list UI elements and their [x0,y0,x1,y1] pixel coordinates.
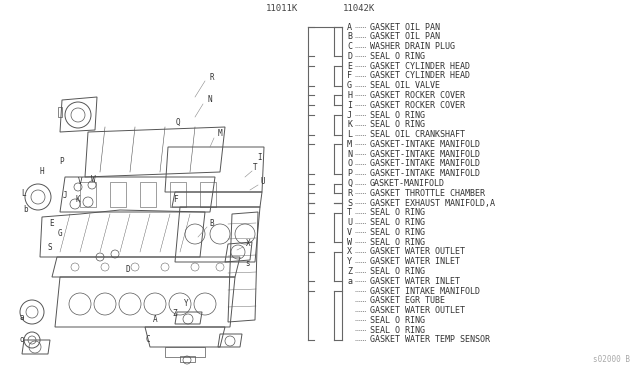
Text: Q: Q [347,179,352,188]
Text: SEAL OIL VALVE: SEAL OIL VALVE [370,81,440,90]
Text: X: X [347,247,352,256]
Text: SEAL O RING: SEAL O RING [370,52,425,61]
Text: SEAL O RING: SEAL O RING [370,208,425,217]
Text: L: L [22,189,26,199]
Text: GASKET WATER OUTLET: GASKET WATER OUTLET [370,247,465,256]
Text: M: M [218,129,222,138]
Text: SEAL O RING: SEAL O RING [370,267,425,276]
Text: b: b [24,205,28,215]
Text: W: W [91,176,95,185]
Text: SEAL O RING: SEAL O RING [370,120,425,129]
Text: P: P [347,169,352,178]
Text: Z: Z [347,267,352,276]
Text: 11042K: 11042K [343,4,375,13]
Text: GASKET WATER OUTLET: GASKET WATER OUTLET [370,306,465,315]
Text: GASKET CYLINDER HEAD: GASKET CYLINDER HEAD [370,62,470,71]
Text: SEAL O RING: SEAL O RING [370,238,425,247]
Text: B: B [210,219,214,228]
Text: GASKET-INTAKE MANIFOLD: GASKET-INTAKE MANIFOLD [370,160,480,169]
Text: X: X [246,240,250,248]
Text: U: U [347,218,352,227]
Text: a: a [347,277,352,286]
Text: a: a [20,312,24,321]
Text: V: V [347,228,352,237]
Text: s02000 B: s02000 B [593,355,630,364]
Text: T: T [253,163,257,171]
Text: B: B [347,32,352,41]
Text: C: C [146,336,150,344]
Text: Y: Y [184,299,188,308]
Text: SEAL O RING: SEAL O RING [370,326,425,335]
Text: GASKET WATER TEMP SENSOR: GASKET WATER TEMP SENSOR [370,336,490,344]
Text: I: I [258,153,262,161]
Text: R: R [347,189,352,198]
Text: E: E [347,62,352,71]
Text: F: F [347,71,352,80]
Text: GASKET WATER INLET: GASKET WATER INLET [370,257,460,266]
Text: A: A [153,315,157,324]
Text: GASKET ROCKER COVER: GASKET ROCKER COVER [370,101,465,110]
Text: G: G [58,230,62,238]
Text: S: S [347,199,352,208]
Text: P: P [60,157,64,167]
Text: V: V [77,177,83,186]
Text: GASKET EGR TUBE: GASKET EGR TUBE [370,296,445,305]
Text: G: G [347,81,352,90]
Text: SEAL O RING: SEAL O RING [370,316,425,325]
Text: GASKET-INTAKE MANIFOLD: GASKET-INTAKE MANIFOLD [370,169,480,178]
Text: K: K [76,195,80,203]
Text: GASKET OIL PAN: GASKET OIL PAN [370,22,440,32]
Text: I: I [347,101,352,110]
Text: M: M [347,140,352,149]
Text: SEAL O RING: SEAL O RING [370,218,425,227]
Text: SEAL OIL CRANKSHAFT: SEAL OIL CRANKSHAFT [370,130,465,139]
Text: o: o [20,336,24,344]
Text: H: H [40,167,44,176]
Text: GASKET ROCKER COVER: GASKET ROCKER COVER [370,91,465,100]
Text: GASKET-INTAKE MANIFOLD: GASKET-INTAKE MANIFOLD [370,150,480,158]
Text: N: N [208,96,212,105]
Text: s: s [246,260,250,269]
Text: C: C [347,42,352,51]
Text: GASKET OIL PAN: GASKET OIL PAN [370,32,440,41]
Text: Y: Y [347,257,352,266]
Text: L: L [347,130,352,139]
Text: J: J [347,110,352,119]
Text: GASKET INTAKE MANIFOLD: GASKET INTAKE MANIFOLD [370,286,480,296]
Text: K: K [347,120,352,129]
Text: SEAL O RING: SEAL O RING [370,110,425,119]
Text: T: T [347,208,352,217]
Text: Q: Q [176,118,180,126]
Text: GASKET-MANIFOLD: GASKET-MANIFOLD [370,179,445,188]
Text: D: D [347,52,352,61]
Text: GASKET-INTAKE MANIFOLD: GASKET-INTAKE MANIFOLD [370,140,480,149]
Text: N: N [347,150,352,158]
Text: WASHER DRAIN PLUG: WASHER DRAIN PLUG [370,42,455,51]
Text: 11011K: 11011K [266,4,298,13]
Text: Z: Z [173,310,177,318]
Text: E: E [50,219,54,228]
Text: GASKET WATER INLET: GASKET WATER INLET [370,277,460,286]
Text: F: F [173,196,177,205]
Text: J: J [63,190,67,199]
Text: H: H [347,91,352,100]
Text: D: D [125,266,131,275]
Text: SEAL O RING: SEAL O RING [370,228,425,237]
Text: S: S [48,243,52,251]
Text: GASKET CYLINDER HEAD: GASKET CYLINDER HEAD [370,71,470,80]
Text: GASKET THROTTLE CHAMBER: GASKET THROTTLE CHAMBER [370,189,485,198]
Text: A: A [347,22,352,32]
Text: O: O [347,160,352,169]
Text: U: U [260,177,266,186]
Text: W: W [347,238,352,247]
Text: GASKET EXHAUST MANIFOLD,A: GASKET EXHAUST MANIFOLD,A [370,199,495,208]
Text: R: R [210,73,214,81]
